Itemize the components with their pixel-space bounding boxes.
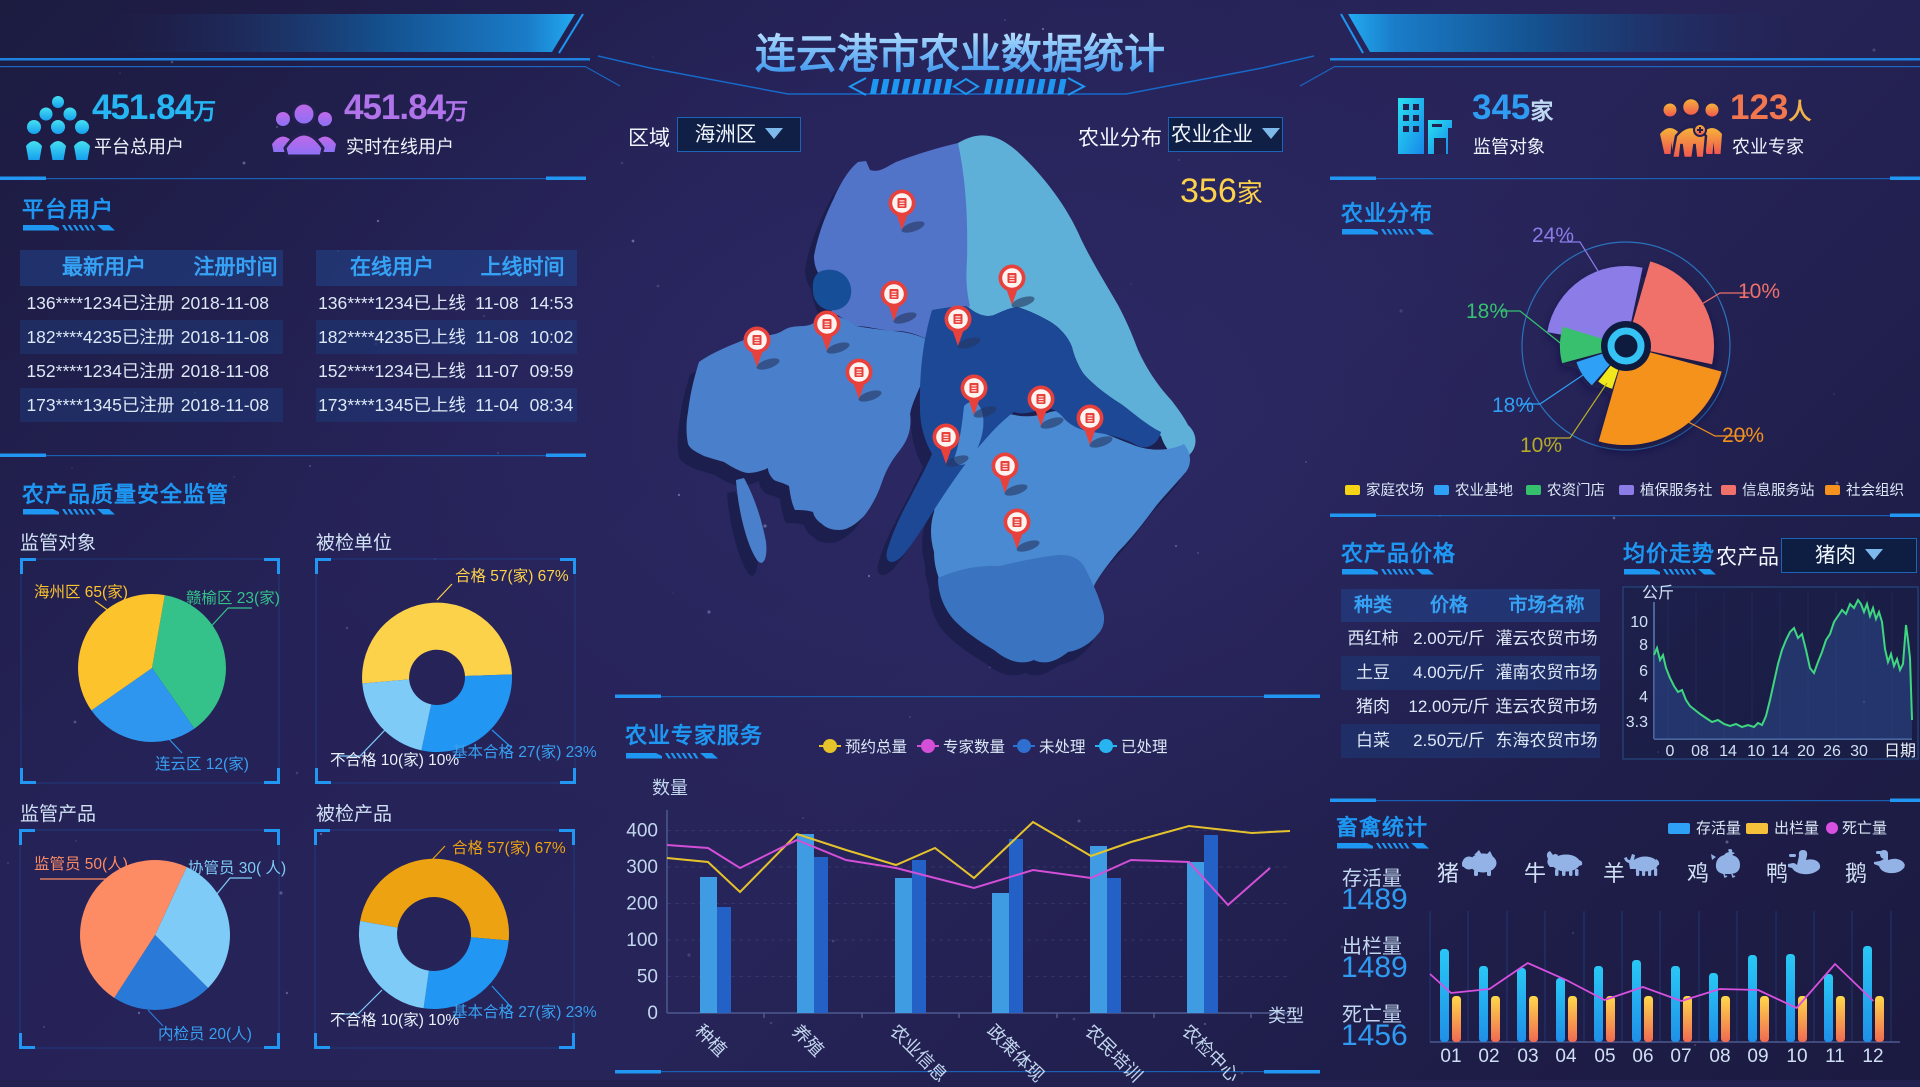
svg-text:4: 4	[1639, 689, 1648, 706]
svg-text:04: 04	[1555, 1046, 1577, 1067]
svg-text:10: 10	[1630, 614, 1648, 631]
svg-text:10: 10	[1747, 743, 1765, 760]
svg-text:农业基地: 农业基地	[1455, 482, 1513, 499]
svg-text:08: 08	[1691, 743, 1709, 760]
svg-text:公斤: 公斤	[1642, 584, 1674, 602]
svg-text:06: 06	[1632, 1046, 1653, 1067]
svg-text:01: 01	[1440, 1046, 1461, 1067]
svg-text:10: 10	[1786, 1046, 1807, 1067]
svg-text:数量: 数量	[652, 778, 688, 798]
svg-text:未处理: 未处理	[1039, 738, 1086, 756]
svg-text:20: 20	[1797, 743, 1815, 760]
svg-text:12: 12	[1862, 1046, 1883, 1067]
svg-text:09: 09	[1747, 1046, 1768, 1067]
svg-text:0: 0	[1666, 743, 1675, 760]
svg-text:3.3: 3.3	[1626, 714, 1648, 731]
svg-text:类型: 类型	[1268, 1006, 1304, 1026]
svg-text:专家数量: 专家数量	[943, 738, 1005, 756]
svg-text:300: 300	[626, 857, 658, 878]
svg-text:14: 14	[1719, 743, 1737, 760]
svg-text:26: 26	[1823, 743, 1841, 760]
svg-text:家庭农场: 家庭农场	[1366, 482, 1424, 499]
svg-text:死亡量: 死亡量	[1842, 820, 1887, 837]
svg-text:100: 100	[626, 930, 658, 951]
svg-text:11: 11	[1825, 1046, 1845, 1067]
svg-text:8: 8	[1639, 637, 1648, 654]
svg-text:日期: 日期	[1884, 742, 1916, 760]
svg-text:存活量: 存活量	[1696, 820, 1741, 837]
svg-text:50: 50	[637, 967, 658, 988]
svg-text:0: 0	[647, 1003, 658, 1024]
svg-text:08: 08	[1709, 1046, 1730, 1067]
svg-text:02: 02	[1478, 1046, 1499, 1067]
svg-text:出栏量: 出栏量	[1774, 820, 1819, 837]
svg-text:植保服务社: 植保服务社	[1640, 482, 1713, 499]
svg-text:05: 05	[1594, 1046, 1615, 1067]
svg-text:200: 200	[626, 894, 658, 915]
svg-text:03: 03	[1517, 1046, 1538, 1067]
svg-text:400: 400	[626, 821, 658, 842]
svg-text:已处理: 已处理	[1121, 738, 1168, 756]
svg-text:社会组织: 社会组织	[1846, 482, 1904, 499]
svg-text:07: 07	[1670, 1046, 1691, 1067]
svg-text:预约总量: 预约总量	[845, 738, 907, 756]
svg-text:农资门店: 农资门店	[1547, 482, 1605, 499]
svg-text:6: 6	[1639, 663, 1648, 680]
svg-text:30: 30	[1850, 743, 1868, 760]
svg-text:信息服务站: 信息服务站	[1742, 482, 1815, 499]
svg-text:14: 14	[1771, 743, 1789, 760]
